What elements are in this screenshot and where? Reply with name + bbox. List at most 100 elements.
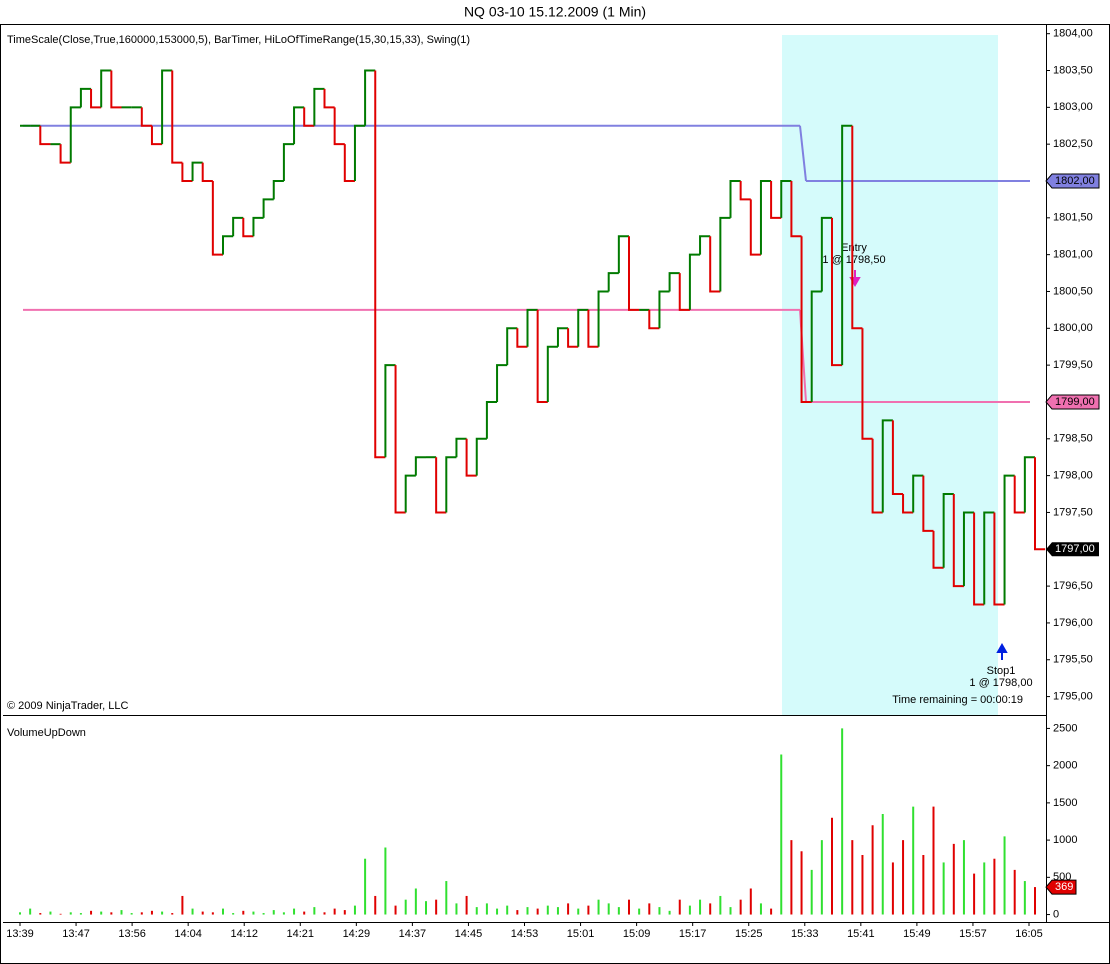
x-tick-label: 14:12 (230, 928, 258, 940)
price-bar (668, 272, 680, 292)
price-bar (556, 327, 569, 347)
level-step (799, 125, 807, 182)
price-bar (577, 308, 589, 347)
price-bar (465, 438, 477, 477)
price-bar (181, 162, 193, 182)
indicators: TimeScale(Close,True,160000,153000,5), B… (7, 34, 470, 46)
x-tick-label: 15:49 (903, 928, 931, 940)
price-bar (932, 530, 944, 569)
price-bar (242, 217, 254, 238)
price-bar (293, 106, 305, 145)
price-bar (952, 494, 964, 588)
price-bar (222, 235, 234, 255)
price-bar (912, 474, 924, 513)
price-bar (790, 180, 802, 238)
y-tick-label: 1797,50 (1053, 506, 1093, 518)
price-bar (475, 437, 487, 476)
price-bar (861, 328, 873, 440)
volume-last-marker (1045, 879, 1077, 895)
price-bar (780, 179, 792, 218)
price-bar (506, 327, 518, 366)
price-bar (252, 216, 264, 237)
price-bar (90, 88, 102, 109)
entry-detail: 1 @ 1798,50 (822, 254, 885, 266)
price-bar (211, 180, 223, 256)
price-bar (719, 216, 731, 292)
x-tick-label: 15:17 (679, 928, 707, 940)
x-tick-label: 13:56 (118, 928, 146, 940)
price-bar (496, 364, 508, 402)
y-tick-label: 1795,00 (1053, 690, 1093, 702)
price-bar (445, 456, 457, 513)
price-bar (851, 125, 863, 330)
y-tick-label: 2000 (1053, 760, 1077, 772)
y-tick-label: 1801,00 (1053, 249, 1093, 261)
level-label: 1802,00 (1055, 175, 1095, 187)
y-tick-label: 1799,50 (1053, 359, 1093, 371)
price-bar (597, 290, 609, 347)
x-tick-label: 15:25 (735, 928, 763, 940)
price-bar (942, 493, 954, 568)
price-bar (759, 179, 772, 255)
price-bar (709, 236, 721, 293)
price-bar (567, 328, 579, 348)
price-bar (384, 364, 396, 458)
price-bar (435, 457, 447, 514)
price-bar (678, 273, 690, 311)
price-bar (648, 309, 660, 330)
stop-arrow (996, 642, 1008, 660)
x-tick-label: 15:41 (847, 928, 875, 940)
price-bar (536, 309, 548, 403)
volume-last-label: 369 (1055, 881, 1073, 893)
entry-label: Entry (841, 242, 867, 254)
price-bar (323, 88, 335, 109)
copyright: © 2009 NinjaTrader, LLC (7, 700, 128, 712)
price-bar (881, 419, 893, 513)
price-bar (485, 400, 498, 439)
price-bar (973, 512, 985, 606)
price-bar (353, 124, 366, 181)
price-bar (831, 217, 843, 367)
time-range (782, 35, 998, 715)
price-bar (891, 420, 904, 496)
y-tick-label: 1802,50 (1053, 138, 1093, 150)
price-bar (59, 144, 71, 164)
price-bar (1003, 474, 1015, 605)
price-bar (313, 87, 325, 126)
time-remaining: Time remaining = 00:00:19 (892, 694, 1023, 706)
x-tick-label: 13:47 (62, 928, 90, 940)
y-tick-label: 1804,00 (1053, 28, 1093, 40)
y-tick-label: 1000 (1053, 834, 1077, 846)
price-bar (140, 107, 152, 127)
price-bar (262, 198, 274, 218)
price-bar (820, 216, 832, 292)
price-bar (150, 125, 163, 146)
price-bar (516, 328, 528, 348)
price-bar (303, 107, 315, 127)
level-marker (1045, 173, 1100, 189)
last-price-marker (1046, 542, 1099, 557)
price-bar (1034, 457, 1046, 551)
price-bar (161, 69, 173, 145)
price-bar (546, 345, 558, 402)
y-tick-label: 1798,50 (1053, 433, 1093, 445)
stop-detail: 1 @ 1798,00 (969, 677, 1032, 689)
price-bar (587, 309, 599, 348)
price-bar (110, 70, 122, 109)
x-tick-label: 15:01 (567, 928, 595, 940)
x-tick-label: 15:33 (791, 928, 819, 940)
y-tick-label: 1500 (1053, 797, 1077, 809)
price-bar (902, 494, 914, 514)
price-bar (79, 87, 92, 108)
y-tick-label: 1800,00 (1053, 322, 1093, 334)
volume-title: VolumeUpDown (7, 727, 86, 739)
price-bar (993, 512, 1005, 606)
price-bar (282, 143, 295, 181)
x-tick-label: 15:09 (623, 928, 651, 940)
price-bar (394, 365, 406, 514)
price-bar (171, 70, 183, 164)
price-bar (1013, 475, 1025, 514)
price-bar (841, 124, 853, 366)
y-tick-label: 1796,00 (1053, 617, 1093, 629)
price-bar (729, 179, 741, 218)
